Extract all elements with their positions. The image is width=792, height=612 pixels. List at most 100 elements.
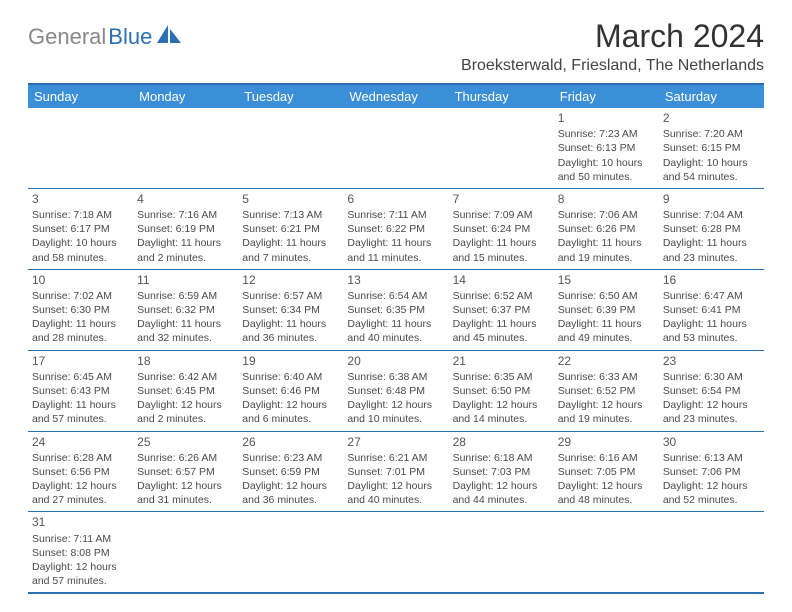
calendar-cell bbox=[659, 512, 764, 592]
calendar-cell: 4Sunrise: 7:16 AMSunset: 6:19 PMDaylight… bbox=[133, 188, 238, 269]
cell-line-ss: Sunset: 6:50 PM bbox=[453, 384, 550, 398]
day-number: 19 bbox=[242, 353, 339, 369]
cell-line-d1: Daylight: 12 hours bbox=[242, 479, 339, 493]
cell-line-sr: Sunrise: 6:21 AM bbox=[347, 451, 444, 465]
calendar-cell: 28Sunrise: 6:18 AMSunset: 7:03 PMDayligh… bbox=[449, 431, 554, 512]
cell-line-d2: and 19 minutes. bbox=[558, 412, 655, 426]
cell-line-sr: Sunrise: 7:04 AM bbox=[663, 208, 760, 222]
cell-line-ss: Sunset: 6:30 PM bbox=[32, 303, 129, 317]
cell-line-ss: Sunset: 6:24 PM bbox=[453, 222, 550, 236]
day-number: 15 bbox=[558, 272, 655, 288]
cell-line-sr: Sunrise: 6:13 AM bbox=[663, 451, 760, 465]
calendar-week: 3Sunrise: 7:18 AMSunset: 6:17 PMDaylight… bbox=[28, 188, 764, 269]
cell-line-ss: Sunset: 6:32 PM bbox=[137, 303, 234, 317]
calendar-cell: 8Sunrise: 7:06 AMSunset: 6:26 PMDaylight… bbox=[554, 188, 659, 269]
day-number: 13 bbox=[347, 272, 444, 288]
cell-line-d1: Daylight: 12 hours bbox=[347, 398, 444, 412]
cell-line-sr: Sunrise: 6:57 AM bbox=[242, 289, 339, 303]
calendar-week: 24Sunrise: 6:28 AMSunset: 6:56 PMDayligh… bbox=[28, 431, 764, 512]
day-header: Friday bbox=[554, 85, 659, 108]
cell-line-sr: Sunrise: 7:06 AM bbox=[558, 208, 655, 222]
calendar-week: 31Sunrise: 7:11 AMSunset: 8:08 PMDayligh… bbox=[28, 512, 764, 592]
cell-line-d1: Daylight: 12 hours bbox=[663, 398, 760, 412]
day-number: 11 bbox=[137, 272, 234, 288]
cell-line-ss: Sunset: 6:35 PM bbox=[347, 303, 444, 317]
calendar-cell: 19Sunrise: 6:40 AMSunset: 6:46 PMDayligh… bbox=[238, 350, 343, 431]
cell-line-d2: and 31 minutes. bbox=[137, 493, 234, 507]
cell-line-d2: and 28 minutes. bbox=[32, 331, 129, 345]
cell-line-d1: Daylight: 10 hours bbox=[663, 156, 760, 170]
day-number: 30 bbox=[663, 434, 760, 450]
calendar-cell: 30Sunrise: 6:13 AMSunset: 7:06 PMDayligh… bbox=[659, 431, 764, 512]
calendar-cell: 5Sunrise: 7:13 AMSunset: 6:21 PMDaylight… bbox=[238, 188, 343, 269]
day-number: 24 bbox=[32, 434, 129, 450]
cell-line-d1: Daylight: 11 hours bbox=[242, 317, 339, 331]
cell-line-sr: Sunrise: 7:02 AM bbox=[32, 289, 129, 303]
cell-line-ss: Sunset: 6:48 PM bbox=[347, 384, 444, 398]
cell-line-sr: Sunrise: 6:33 AM bbox=[558, 370, 655, 384]
calendar-cell: 7Sunrise: 7:09 AMSunset: 6:24 PMDaylight… bbox=[449, 188, 554, 269]
cell-line-ss: Sunset: 6:56 PM bbox=[32, 465, 129, 479]
cell-line-d1: Daylight: 11 hours bbox=[558, 317, 655, 331]
calendar-body: 1Sunrise: 7:23 AMSunset: 6:13 PMDaylight… bbox=[28, 108, 764, 592]
cell-line-d2: and 7 minutes. bbox=[242, 251, 339, 265]
cell-line-d1: Daylight: 11 hours bbox=[663, 236, 760, 250]
day-number: 8 bbox=[558, 191, 655, 207]
cell-line-d2: and 27 minutes. bbox=[32, 493, 129, 507]
cell-line-d2: and 52 minutes. bbox=[663, 493, 760, 507]
cell-line-d1: Daylight: 12 hours bbox=[242, 398, 339, 412]
day-number: 6 bbox=[347, 191, 444, 207]
page-header: GeneralBlue March 2024 Broeksterwald, Fr… bbox=[28, 18, 764, 75]
cell-line-d1: Daylight: 11 hours bbox=[347, 236, 444, 250]
cell-line-d1: Daylight: 12 hours bbox=[453, 398, 550, 412]
cell-line-ss: Sunset: 6:41 PM bbox=[663, 303, 760, 317]
cell-line-ss: Sunset: 6:59 PM bbox=[242, 465, 339, 479]
calendar-cell: 15Sunrise: 6:50 AMSunset: 6:39 PMDayligh… bbox=[554, 269, 659, 350]
cell-line-ss: Sunset: 8:08 PM bbox=[32, 546, 129, 560]
calendar-cell: 29Sunrise: 6:16 AMSunset: 7:05 PMDayligh… bbox=[554, 431, 659, 512]
calendar-cell: 22Sunrise: 6:33 AMSunset: 6:52 PMDayligh… bbox=[554, 350, 659, 431]
calendar-cell: 14Sunrise: 6:52 AMSunset: 6:37 PMDayligh… bbox=[449, 269, 554, 350]
day-header: Thursday bbox=[449, 85, 554, 108]
cell-line-sr: Sunrise: 6:18 AM bbox=[453, 451, 550, 465]
cell-line-d2: and 19 minutes. bbox=[558, 251, 655, 265]
cell-line-d2: and 54 minutes. bbox=[663, 170, 760, 184]
cell-line-ss: Sunset: 7:05 PM bbox=[558, 465, 655, 479]
calendar-cell: 12Sunrise: 6:57 AMSunset: 6:34 PMDayligh… bbox=[238, 269, 343, 350]
day-number: 25 bbox=[137, 434, 234, 450]
calendar-cell: 27Sunrise: 6:21 AMSunset: 7:01 PMDayligh… bbox=[343, 431, 448, 512]
cell-line-sr: Sunrise: 6:38 AM bbox=[347, 370, 444, 384]
cell-line-sr: Sunrise: 7:16 AM bbox=[137, 208, 234, 222]
cell-line-d1: Daylight: 12 hours bbox=[32, 560, 129, 574]
calendar-cell bbox=[133, 108, 238, 188]
day-number: 7 bbox=[453, 191, 550, 207]
cell-line-d2: and 6 minutes. bbox=[242, 412, 339, 426]
calendar-cell bbox=[554, 512, 659, 592]
calendar-cell bbox=[238, 512, 343, 592]
day-header: Tuesday bbox=[238, 85, 343, 108]
calendar-cell: 21Sunrise: 6:35 AMSunset: 6:50 PMDayligh… bbox=[449, 350, 554, 431]
calendar-cell: 11Sunrise: 6:59 AMSunset: 6:32 PMDayligh… bbox=[133, 269, 238, 350]
cell-line-d2: and 53 minutes. bbox=[663, 331, 760, 345]
calendar-cell bbox=[449, 108, 554, 188]
day-number: 14 bbox=[453, 272, 550, 288]
cell-line-sr: Sunrise: 6:42 AM bbox=[137, 370, 234, 384]
logo-text-blue: Blue bbox=[108, 24, 152, 50]
day-number: 29 bbox=[558, 434, 655, 450]
cell-line-sr: Sunrise: 6:59 AM bbox=[137, 289, 234, 303]
cell-line-sr: Sunrise: 7:11 AM bbox=[32, 532, 129, 546]
cell-line-d2: and 44 minutes. bbox=[453, 493, 550, 507]
logo-sail-icon bbox=[157, 25, 183, 50]
cell-line-ss: Sunset: 6:19 PM bbox=[137, 222, 234, 236]
day-number: 2 bbox=[663, 110, 760, 126]
logo: GeneralBlue bbox=[28, 24, 183, 50]
cell-line-d2: and 57 minutes. bbox=[32, 574, 129, 588]
cell-line-ss: Sunset: 7:01 PM bbox=[347, 465, 444, 479]
cell-line-ss: Sunset: 6:28 PM bbox=[663, 222, 760, 236]
cell-line-sr: Sunrise: 7:20 AM bbox=[663, 127, 760, 141]
calendar-cell: 25Sunrise: 6:26 AMSunset: 6:57 PMDayligh… bbox=[133, 431, 238, 512]
cell-line-d1: Daylight: 10 hours bbox=[558, 156, 655, 170]
calendar-cell: 6Sunrise: 7:11 AMSunset: 6:22 PMDaylight… bbox=[343, 188, 448, 269]
cell-line-sr: Sunrise: 6:23 AM bbox=[242, 451, 339, 465]
cell-line-sr: Sunrise: 7:13 AM bbox=[242, 208, 339, 222]
